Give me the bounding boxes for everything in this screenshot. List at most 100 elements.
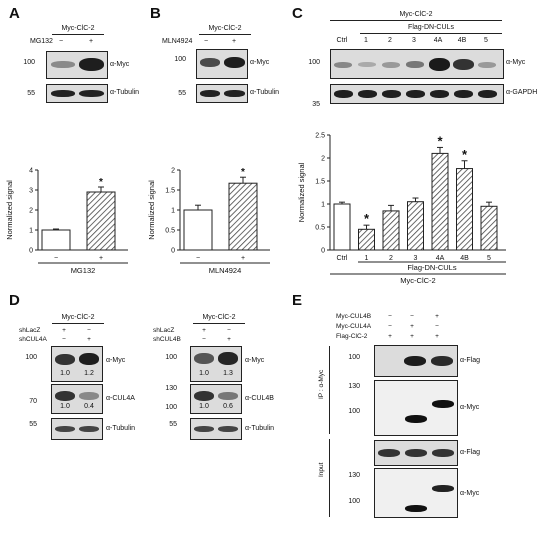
d-left-header: Myc-ClC-2 xyxy=(61,314,95,321)
d-left-blot-label: α-Myc xyxy=(106,357,126,364)
b-plus: + xyxy=(231,38,237,45)
c-lane-labels: Ctrl 1 2 3 4A 4B 5 xyxy=(330,37,502,46)
a-tubulin-blot xyxy=(46,84,108,103)
panel-label-a: A xyxy=(9,5,20,22)
d-left-row1: shLacZ xyxy=(19,327,41,334)
significance-star: * xyxy=(241,167,245,178)
x-axis-label: MLN4924 xyxy=(209,266,242,275)
a-treat-label: MG132 xyxy=(30,38,53,45)
x-tick-label: − xyxy=(54,255,58,262)
bar xyxy=(431,152,449,251)
e-sign: − xyxy=(410,313,414,320)
y-tick-label: 3 xyxy=(29,188,33,195)
e-blot-label: α-Myc xyxy=(460,404,480,411)
e-sign: + xyxy=(388,333,392,340)
e-row3: Flag-ClC-2 xyxy=(336,333,368,340)
x-tick-label: 1 xyxy=(365,255,369,262)
e-sign: + xyxy=(435,333,439,340)
x-tick-label: + xyxy=(241,255,245,262)
e-sign: + xyxy=(435,313,439,320)
d-left-sign: + xyxy=(62,327,66,334)
d-left-quant: 1.0 xyxy=(60,403,70,410)
e-blot-label: α-Flag xyxy=(460,449,480,456)
b-mw-bot: 55 xyxy=(178,90,186,97)
y-tick-label: 1.5 xyxy=(315,179,325,186)
bar xyxy=(358,228,375,251)
panel-label-d: D xyxy=(9,292,20,309)
b-header: Myc-ClC-2 xyxy=(208,25,242,32)
significance-star: * xyxy=(99,177,103,188)
d-left-mw: 55 xyxy=(29,421,37,428)
c-blot-bot: α-GAPDH xyxy=(506,89,538,96)
c-lane: 4A xyxy=(433,37,443,44)
e-input-label: Input xyxy=(318,462,325,477)
y-axis-label: Normalized signal xyxy=(297,162,306,222)
d-right-blot-label: α-CUL4B xyxy=(245,395,274,402)
d-right-mw: 100 xyxy=(165,404,177,411)
d-right-header: Myc-ClC-2 xyxy=(202,314,236,321)
x-tick-label: 5 xyxy=(487,255,491,262)
a-blot-top: α-Myc xyxy=(110,61,130,68)
y-tick-label: 2.5 xyxy=(315,133,325,140)
d-left-sign: − xyxy=(87,327,91,334)
x-axis-label: MG132 xyxy=(71,266,96,275)
chart-b: 0 0.5 1 1.5 2 Normalized signal − * + MLN4924 xyxy=(147,167,270,275)
d-left-quant: 1.0 xyxy=(60,370,70,377)
bar xyxy=(407,201,424,251)
significance-star: * xyxy=(462,147,468,162)
a-plus: + xyxy=(88,38,94,45)
d-right-myc-blot: 1.0 1.3 xyxy=(190,346,242,382)
e-row2: Myc-CUL4A xyxy=(336,323,372,330)
d-right-blot-label: α-Myc xyxy=(245,357,265,364)
a-blot-bot: α-Tubulin xyxy=(110,89,140,96)
a-header: Myc-ClC-2 xyxy=(61,25,95,32)
bar xyxy=(86,191,116,251)
d-right-mw: 55 xyxy=(169,421,177,428)
y-tick-label: 2 xyxy=(321,156,325,163)
d-left-sign: − xyxy=(62,336,66,343)
bar xyxy=(456,168,473,251)
d-right-row2: shCUL4B xyxy=(153,336,181,343)
e-sign: − xyxy=(435,323,439,330)
d-right-quant: 0.6 xyxy=(223,403,233,410)
x-tick-label: 4A xyxy=(436,255,445,262)
a-minus: − xyxy=(58,38,64,45)
e-mw: 100 xyxy=(348,354,360,361)
y-tick-label: 1 xyxy=(321,202,325,209)
y-tick-label: 1 xyxy=(29,228,33,235)
y-tick-label: 0.5 xyxy=(165,228,175,235)
c-gapdh-blot xyxy=(330,84,504,104)
e-ip-flag-blot xyxy=(374,345,458,377)
b-mw-top: 100 xyxy=(174,56,186,63)
c-lane: 3 xyxy=(412,37,416,44)
y-tick-label: 1.5 xyxy=(165,188,175,195)
d-right-sign: + xyxy=(227,336,231,343)
b-treat-label: MLN4924 xyxy=(162,38,193,45)
x-axis-label-2: Myc-ClC-2 xyxy=(400,276,435,285)
d-left-blot-label: α-Tubulin xyxy=(106,425,136,432)
d-left-mw: 100 xyxy=(25,354,37,361)
d-right-sign: + xyxy=(202,327,206,334)
c-myc-blot xyxy=(330,49,504,79)
y-axis-label: Normalized signal xyxy=(5,180,14,240)
d-left-cul4a-blot: 1.0 0.4 xyxy=(51,384,103,414)
bar xyxy=(41,229,71,251)
d-left-row2: shCUL4A xyxy=(19,336,47,343)
x-tick-label: − xyxy=(196,255,200,262)
d-right-quant: 1.0 xyxy=(199,370,209,377)
c-blot-top: α-Myc xyxy=(506,59,526,66)
e-sign: − xyxy=(388,323,392,330)
c-lane: 4B xyxy=(457,37,467,44)
a-mw-top: 100 xyxy=(23,59,35,66)
d-right-row1: shLacZ xyxy=(153,327,175,334)
y-tick-label: 0 xyxy=(29,248,33,255)
d-right-mw: 130 xyxy=(165,385,177,392)
b-blot-bot: α-Tubulin xyxy=(250,89,280,96)
c-mw-bot: 35 xyxy=(312,101,320,108)
b-minus: − xyxy=(203,38,209,45)
d-right-sign: − xyxy=(227,327,231,334)
b-tubulin-blot xyxy=(196,84,248,103)
x-tick-label: Ctrl xyxy=(337,255,348,262)
e-mw: 100 xyxy=(348,408,360,415)
b-blot-top: α-Myc xyxy=(250,59,270,66)
